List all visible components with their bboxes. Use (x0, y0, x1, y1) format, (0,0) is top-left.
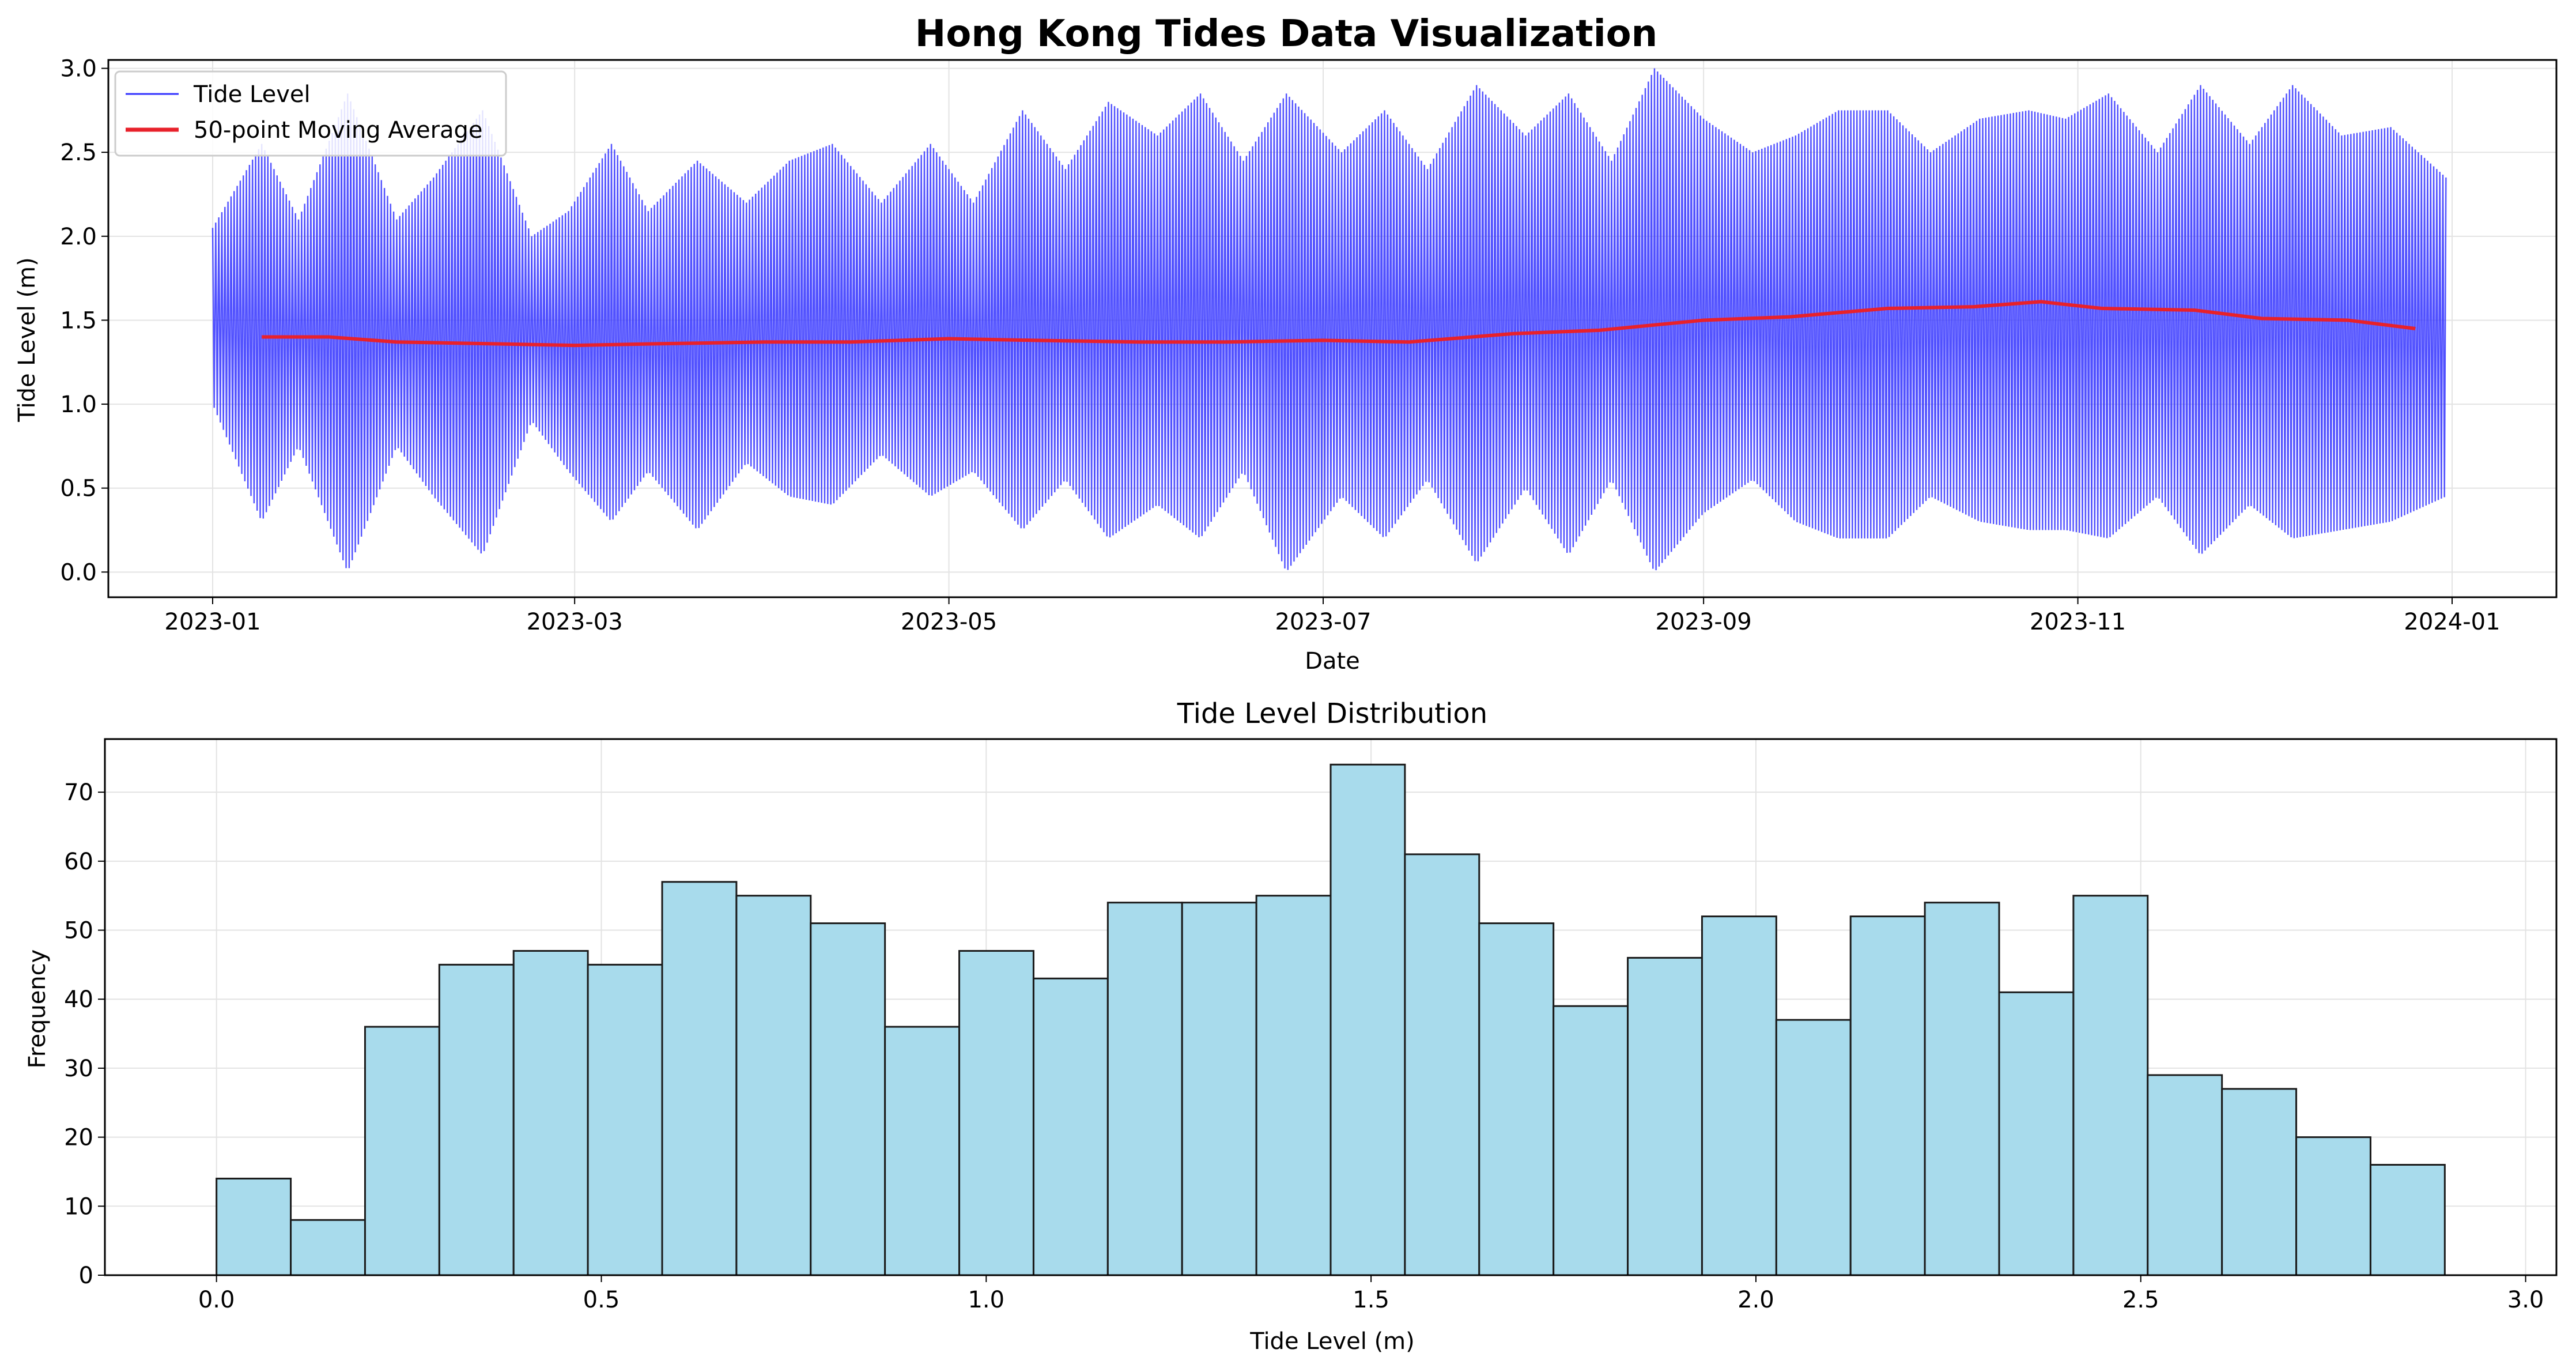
top-grid (108, 60, 2556, 597)
top-y-tick-label: 2.0 (60, 224, 97, 250)
bottom-y-tick-label: 50 (64, 918, 93, 944)
histogram-bar (735, 895, 812, 1276)
top-y-tick-label: 1.0 (60, 391, 97, 418)
histogram-bar (1998, 991, 2075, 1276)
legend-label-tide-level: Tide Level (193, 81, 311, 108)
bottom-x-tick-label: 0.5 (583, 1287, 620, 1313)
histogram-bar (364, 1026, 440, 1276)
bottom-y-ticks: 0 10 20 30 40 50 60 70 (64, 779, 105, 1289)
bottom-y-tick-label: 40 (64, 986, 93, 1013)
top-y-tick-label: 3.0 (60, 56, 97, 82)
histogram-bar (2147, 1074, 2223, 1276)
histogram-bar (1553, 1005, 1629, 1276)
figure-title: Hong Kong Tides Data Visualization (915, 13, 1657, 55)
histogram-bar (1181, 902, 1257, 1276)
histogram-bar (1404, 853, 1480, 1276)
bottom-x-tick-label: 2.5 (2122, 1287, 2159, 1313)
histogram-bar (438, 963, 515, 1276)
histogram-bar (810, 922, 886, 1276)
tide-timeseries-panel: 2023-01 2023-03 2023-05 2023-07 2023-09 2023-… (14, 56, 2558, 674)
top-x-tick-label: 2023-03 (527, 609, 623, 635)
series-moving-average (262, 300, 2416, 348)
bottom-x-axis-label: Tide Level (m) (1249, 1328, 1415, 1355)
bottom-y-tick-label: 20 (64, 1125, 93, 1151)
histogram-bar (1478, 922, 1555, 1276)
tide-distribution-panel: Tide Level Distribution 0.0 0.5 1.0 1.5 2.0 2… (24, 698, 2558, 1355)
histogram-bar (216, 1177, 292, 1276)
top-x-tick-label: 2023-11 (2030, 609, 2126, 635)
histogram-bar (2295, 1136, 2371, 1276)
bottom-y-tick-label: 60 (64, 849, 93, 875)
top-y-ticks: 0.0 0.5 1.0 1.5 2.0 2.5 3.0 (60, 56, 108, 586)
bottom-x-tick-label: 2.0 (1738, 1287, 1774, 1313)
bottom-x-tick-label: 0.0 (198, 1287, 235, 1313)
top-plot-area (211, 68, 2447, 571)
histogram-bar (958, 949, 1034, 1276)
bottom-x-ticks: 0.0 0.5 1.0 1.5 2.0 2.5 3.0 (198, 1275, 2544, 1313)
bottom-x-tick-label: 1.5 (1353, 1287, 1389, 1313)
histogram-bar (1775, 1019, 1852, 1276)
histogram-bar (2369, 1163, 2446, 1276)
histogram-bar (1329, 763, 1406, 1276)
bottom-y-tick-label: 10 (64, 1193, 93, 1220)
histogram-bar (290, 1219, 366, 1276)
histogram-bar (1924, 902, 2000, 1276)
top-legend: Tide Level 50-point Moving Average (114, 70, 507, 157)
bottom-x-tick-label: 1.0 (968, 1287, 1004, 1313)
legend-box (114, 70, 507, 157)
histogram-bar (512, 949, 589, 1276)
histogram-bars (216, 763, 2446, 1276)
top-y-tick-label: 0.0 (60, 559, 97, 586)
bottom-y-tick-label: 70 (64, 779, 93, 806)
histogram-bar (1701, 915, 1777, 1276)
top-y-tick-label: 0.5 (60, 476, 97, 502)
top-y-tick-label: 1.5 (60, 307, 97, 334)
bottom-y-tick-label: 30 (64, 1056, 93, 1082)
top-axes-frame (107, 59, 2558, 598)
top-x-axis-label: Date (1305, 648, 1360, 674)
histogram-bar (1032, 977, 1109, 1276)
histogram-bar (1106, 902, 1183, 1276)
top-x-tick-label: 2024-01 (2404, 609, 2500, 635)
top-y-axis-label: Tide Level (m) (14, 257, 40, 423)
histogram-bar (2072, 895, 2149, 1276)
bottom-y-axis-label: Frequency (24, 949, 51, 1069)
top-x-tick-label: 2023-01 (164, 609, 260, 635)
bottom-x-tick-label: 3.0 (2507, 1287, 2544, 1313)
histogram-bar (2221, 1088, 2298, 1276)
bottom-axes-frame (104, 738, 2558, 1276)
bottom-y-tick-label: 0 (79, 1263, 93, 1289)
top-x-tick-label: 2023-05 (901, 609, 997, 635)
bottom-chart-title: Tide Level Distribution (1177, 698, 1487, 730)
histogram-bar (884, 1026, 961, 1276)
histogram-bar (1849, 915, 1926, 1276)
top-x-tick-label: 2023-07 (1275, 609, 1371, 635)
histogram-bar (1627, 956, 1703, 1276)
histogram-bar (587, 963, 663, 1276)
series-tide-level (211, 68, 2447, 571)
legend-label-moving-average: 50-point Moving Average (194, 117, 483, 144)
histogram-bar (1255, 895, 1332, 1276)
top-x-tick-label: 2023-09 (1656, 609, 1752, 635)
histogram-bar (661, 881, 738, 1276)
top-x-ticks: 2023-01 2023-03 2023-05 2023-07 2023-09 2023-… (164, 597, 2501, 635)
top-y-tick-label: 2.5 (60, 140, 97, 166)
